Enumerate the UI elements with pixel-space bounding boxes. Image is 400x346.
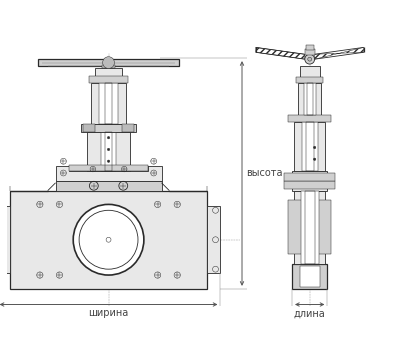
Bar [292, 264, 327, 289]
Circle shape [107, 136, 110, 139]
Bar [305, 191, 315, 264]
Bar [10, 191, 207, 289]
Circle shape [73, 204, 144, 275]
Text: длина: длина [294, 308, 326, 318]
Bar [302, 122, 318, 171]
Bar [56, 181, 162, 191]
Bar [87, 132, 130, 171]
Bar [83, 124, 95, 132]
Bar [292, 171, 327, 191]
Bar [298, 83, 322, 115]
Bar [296, 77, 324, 83]
Circle shape [314, 158, 316, 161]
Circle shape [103, 57, 114, 69]
Circle shape [305, 54, 315, 64]
Bar [38, 59, 179, 66]
Bar [105, 132, 112, 171]
Circle shape [107, 148, 110, 151]
Bar [300, 266, 320, 287]
Text: высота: высота [246, 169, 282, 179]
Bar [0, 206, 10, 273]
Bar [288, 200, 331, 254]
Bar [284, 181, 335, 189]
Bar [294, 191, 326, 264]
Bar [306, 45, 314, 50]
Bar [294, 122, 326, 171]
Bar [89, 76, 128, 83]
Circle shape [107, 160, 110, 162]
Bar [304, 83, 316, 115]
Bar [91, 83, 126, 124]
Bar [306, 122, 314, 171]
Circle shape [314, 146, 316, 149]
Bar [301, 191, 318, 264]
Bar [101, 132, 116, 171]
Bar [288, 115, 331, 122]
Bar [284, 173, 335, 181]
Bar [122, 124, 134, 132]
Circle shape [308, 57, 312, 61]
Bar [300, 66, 320, 77]
Bar [81, 124, 136, 132]
Bar [307, 83, 313, 115]
Bar [305, 49, 315, 55]
Bar [56, 166, 162, 181]
Bar [207, 206, 220, 273]
Text: ширина: ширина [88, 308, 129, 318]
Bar [99, 83, 118, 124]
Bar [95, 68, 122, 76]
Bar [105, 83, 112, 124]
Bar [69, 166, 148, 171]
Bar [69, 165, 148, 171]
Bar [102, 65, 116, 68]
